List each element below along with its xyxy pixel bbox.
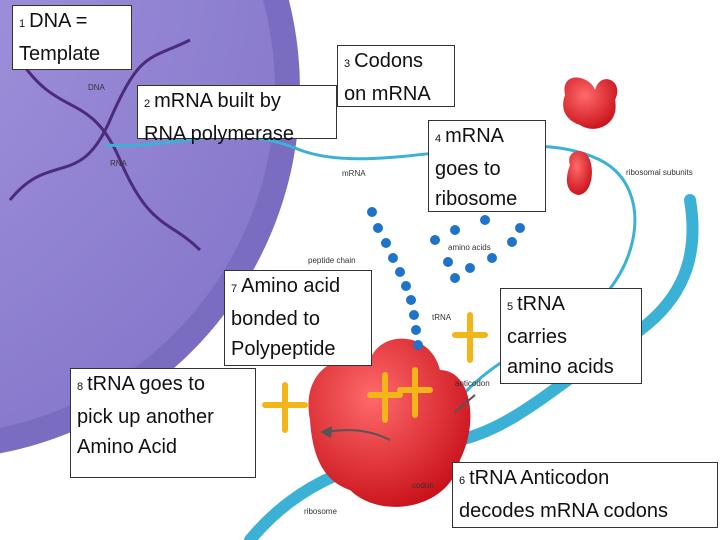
callout: 2 mRNA built by RNA polymerase	[137, 85, 337, 145]
callout-text: decodes mRNA codons	[459, 500, 669, 522]
callout-line: 6 tRNA Anticodon	[459, 463, 711, 496]
callout-line: decodes mRNA codons	[459, 496, 711, 526]
callout-text: mRNA	[445, 125, 505, 147]
callout-line: 1 DNA =	[19, 6, 125, 39]
dna-strand	[18, 59, 202, 252]
callout-line: 8 tRNA goes to	[77, 369, 249, 402]
callout-number: 3	[344, 58, 351, 70]
callout-text: Amino Acid	[77, 436, 178, 458]
callout-text: on mRNA	[344, 83, 431, 105]
callout-text: Template	[19, 43, 101, 65]
callout-line: 2 mRNA built by	[144, 86, 330, 119]
label: anticodon	[455, 379, 490, 388]
callout-text: Amino acid	[241, 275, 341, 297]
callout-number: 8	[77, 381, 84, 393]
label: ribosome	[304, 507, 337, 516]
label: RNA	[110, 159, 128, 168]
mrna-on-ribosome	[244, 194, 699, 540]
label: codon	[412, 481, 434, 490]
callout: 4 mRNA goes to ribosome	[428, 120, 546, 212]
label: ribosomal subunits	[626, 168, 693, 177]
callout-number: 5	[507, 301, 514, 313]
callout: 8 tRNA goes to pick up another Amino Acid	[70, 368, 256, 478]
callout-text: bonded to	[231, 308, 320, 330]
callout: 5 tRNA carries amino acids	[500, 288, 642, 384]
callout-line: Polypeptide	[231, 334, 365, 364]
callout-line: Template	[19, 39, 125, 69]
ribosomal-subunit	[563, 77, 618, 129]
peptide-chain	[367, 207, 423, 350]
callout: 3 Codons on mRNA	[337, 45, 455, 107]
trna	[262, 312, 488, 433]
arrow	[454, 394, 476, 413]
callout-number: 6	[459, 475, 466, 487]
callout-number: 2	[144, 98, 151, 110]
callout-text: tRNA Anticodon	[469, 467, 610, 489]
label: DNA	[88, 83, 106, 92]
callout-line: amino acids	[507, 352, 635, 382]
callout-text: goes to	[435, 158, 501, 180]
callout-line: 4 mRNA	[435, 121, 539, 154]
callout-line: 5 tRNA	[507, 289, 635, 322]
callout-line: on mRNA	[344, 79, 448, 109]
callout-line: bonded to	[231, 304, 365, 334]
callout-line: pick up another	[77, 402, 249, 432]
dna-strand	[8, 38, 191, 201]
callout-text: RNA polymerase	[144, 123, 295, 145]
callout-number: 1	[19, 18, 26, 30]
amino-acids	[430, 215, 525, 283]
callout-text: Codons	[354, 50, 424, 72]
callout-text: ribosome	[435, 188, 518, 210]
callout: 7 Amino acid bonded to Polypeptide	[224, 270, 372, 366]
callout: 1 DNA = Template	[12, 5, 132, 70]
callout-text: tRNA	[517, 293, 565, 315]
callout-text: DNA =	[29, 10, 88, 32]
callout-number: 4	[435, 133, 442, 145]
callout-text: mRNA built by	[154, 90, 281, 112]
callout-text: tRNA goes to	[87, 373, 205, 395]
ribosome	[308, 338, 471, 507]
label: peptide chain	[308, 256, 356, 265]
callout-text: pick up another	[77, 406, 214, 428]
callout-text: carries	[507, 326, 568, 348]
callout-line: carries	[507, 322, 635, 352]
callout: 6 tRNA Anticodon decodes mRNA codons	[452, 462, 718, 528]
callout-number: 7	[231, 283, 238, 295]
callout-text: Polypeptide	[231, 338, 336, 360]
callout-line: goes to	[435, 154, 539, 184]
callout-text: amino acids	[507, 356, 614, 378]
arrow-head	[320, 426, 332, 438]
callout-line: Amino Acid	[77, 432, 249, 462]
callout-line: ribosome	[435, 184, 539, 214]
arrow	[324, 429, 391, 441]
label: amino acids	[448, 243, 491, 252]
callout-line: 7 Amino acid	[231, 271, 365, 304]
callout-line: 3 Codons	[344, 46, 448, 79]
label: tRNA	[432, 313, 452, 322]
ribosomal-subunit	[566, 150, 592, 195]
callout-line: RNA polymerase	[144, 119, 330, 149]
label: mRNA	[342, 169, 366, 178]
